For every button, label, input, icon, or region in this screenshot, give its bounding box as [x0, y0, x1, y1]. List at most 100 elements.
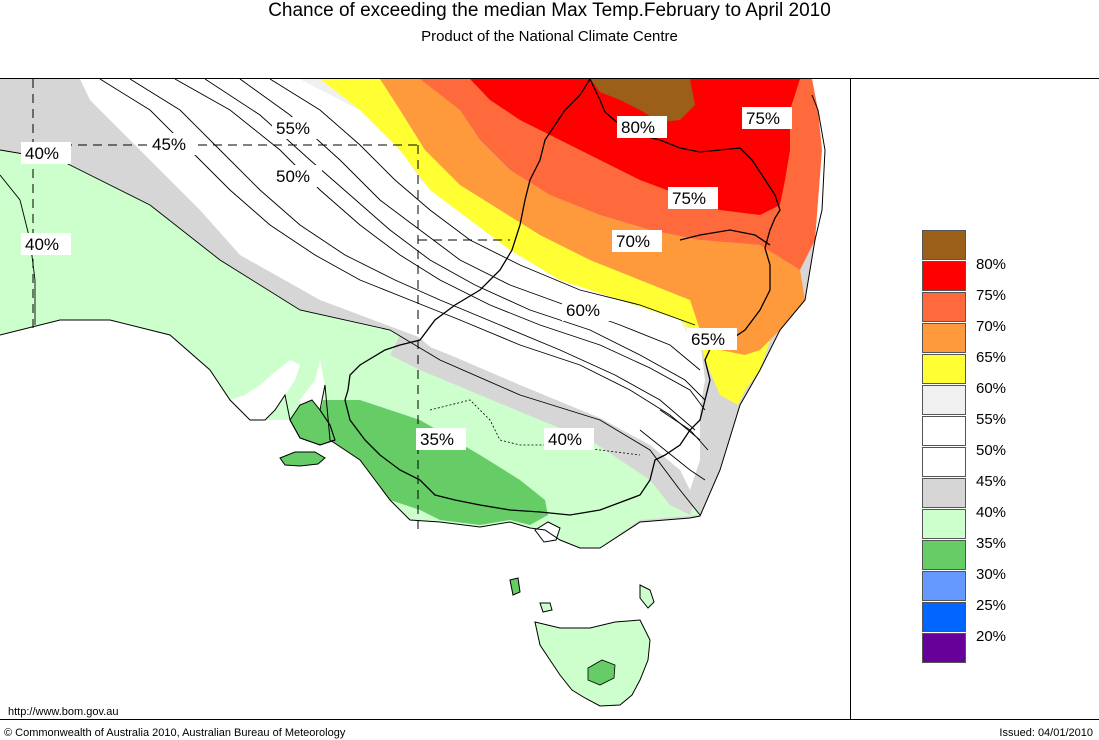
legend-swatch — [922, 478, 966, 508]
flinders-island — [639, 584, 655, 609]
svg-text:75%: 75% — [672, 189, 706, 208]
legend: 80% 75% 70% 65% 60% 55% 50% 45% 40% 35% 30% 25% 20% — [922, 230, 1042, 664]
kangaroo-island — [279, 451, 326, 467]
svg-text:50%: 50% — [276, 167, 310, 186]
contour-lines — [0, 79, 709, 516]
legend-swatch — [922, 292, 966, 322]
label-80: 80% — [617, 116, 667, 138]
basin-boundaries — [344, 79, 781, 516]
legend-swatch — [922, 602, 966, 632]
dotted-lines — [429, 399, 641, 456]
band-75-80 — [470, 79, 800, 215]
svg-text:40%: 40% — [548, 430, 582, 449]
sea-masks — [0, 79, 850, 719]
legend-swatch — [922, 230, 966, 260]
tasmania-green — [587, 659, 616, 686]
legend-label: 45% — [976, 473, 1007, 490]
website-url: http://www.bom.gov.au — [8, 706, 119, 718]
southern-ocean — [0, 110, 850, 719]
legend-label: 30% — [976, 566, 1007, 583]
svg-text:70%: 70% — [616, 232, 650, 251]
map-frame — [0, 78, 1099, 720]
legend-label: 40% — [976, 504, 1007, 521]
legend-divider — [850, 78, 851, 720]
band-35-40-west — [0, 150, 700, 555]
label-70: 70% — [612, 230, 662, 252]
copyright-notice: © Commonwealth of Australia 2010, Austra… — [4, 727, 346, 739]
legend-item: 55% — [922, 385, 1042, 428]
legend-swatch — [922, 540, 966, 570]
legend-label: 75% — [976, 287, 1007, 304]
legend-swatch — [922, 633, 966, 663]
map-title: Chance of exceeding the median Max Temp.… — [268, 0, 831, 21]
legend-item: 75% — [922, 261, 1042, 304]
legend-label: 55% — [976, 411, 1007, 428]
legend-label: 50% — [976, 442, 1007, 459]
svg-text:35%: 35% — [420, 430, 454, 449]
band-40-45-east — [390, 335, 695, 515]
legend-swatch — [922, 323, 966, 353]
legend-label: 25% — [976, 597, 1007, 614]
label-75: 75% — [668, 187, 718, 209]
svg-text:45%: 45% — [152, 135, 186, 154]
east-coast-sea — [805, 79, 850, 719]
legend-swatch — [922, 354, 966, 384]
svg-text:40%: 40% — [25, 235, 59, 254]
band-30-35 — [310, 400, 548, 525]
contour-40 — [0, 149, 701, 516]
label-45: 45% — [148, 133, 198, 155]
contour-50 — [174, 79, 706, 411]
contour-45b — [129, 79, 696, 431]
legend-item: 65% — [922, 323, 1042, 366]
legend-item: 45% — [922, 447, 1042, 490]
state-borders — [32, 79, 510, 530]
legend-label: 20% — [976, 628, 1007, 645]
contour-50b — [204, 79, 706, 401]
coastline — [0, 94, 826, 549]
label-50: 50% — [272, 165, 322, 187]
label-35: 35% — [416, 428, 466, 450]
label-40-nw: 40% — [21, 142, 71, 164]
legend-swatch — [922, 509, 966, 539]
legend-item — [922, 633, 1042, 664]
legend-item: 60% — [922, 354, 1042, 397]
king-island — [509, 577, 521, 596]
contour-45 — [99, 79, 701, 441]
legend-swatch — [922, 385, 966, 415]
small-island — [539, 602, 553, 613]
legend-swatch — [922, 571, 966, 601]
legend-label: 35% — [976, 535, 1007, 552]
label-55: 55% — [272, 117, 322, 139]
label-60: 60% — [562, 299, 612, 321]
label-75-ne: 75% — [742, 107, 792, 129]
legend-swatch — [922, 261, 966, 291]
label-40-se: 40% — [544, 428, 594, 450]
legend-item: 25% — [922, 571, 1042, 614]
legend-item: 20% — [922, 602, 1042, 645]
map-subtitle: Product of the National Climate Centre — [421, 28, 678, 45]
murray-darling-boundary — [344, 79, 781, 516]
legend-swatch — [922, 416, 966, 446]
contour-near-coast — [639, 429, 706, 481]
legend-item: 50% — [922, 416, 1042, 459]
band-60-65 — [320, 79, 770, 405]
legend-item: 35% — [922, 509, 1042, 552]
band-65-70 — [380, 79, 805, 355]
svg-text:75%: 75% — [746, 109, 780, 128]
band-80 — [590, 79, 695, 122]
legend-item: 30% — [922, 540, 1042, 583]
svg-text:55%: 55% — [276, 119, 310, 138]
legend-item: 70% — [922, 292, 1042, 335]
qld-nsw-solid — [679, 229, 771, 246]
svg-text:65%: 65% — [691, 330, 725, 349]
legend-item: 80% — [922, 230, 1042, 273]
svg-text:40%: 40% — [25, 144, 59, 163]
legend-swatch — [922, 447, 966, 477]
legend-item: 40% — [922, 478, 1042, 521]
svg-text:80%: 80% — [621, 118, 655, 137]
spencer-gulf — [230, 360, 300, 425]
legend-label: 70% — [976, 318, 1007, 335]
tasmania — [534, 619, 651, 707]
legend-label: 80% — [976, 256, 1007, 273]
